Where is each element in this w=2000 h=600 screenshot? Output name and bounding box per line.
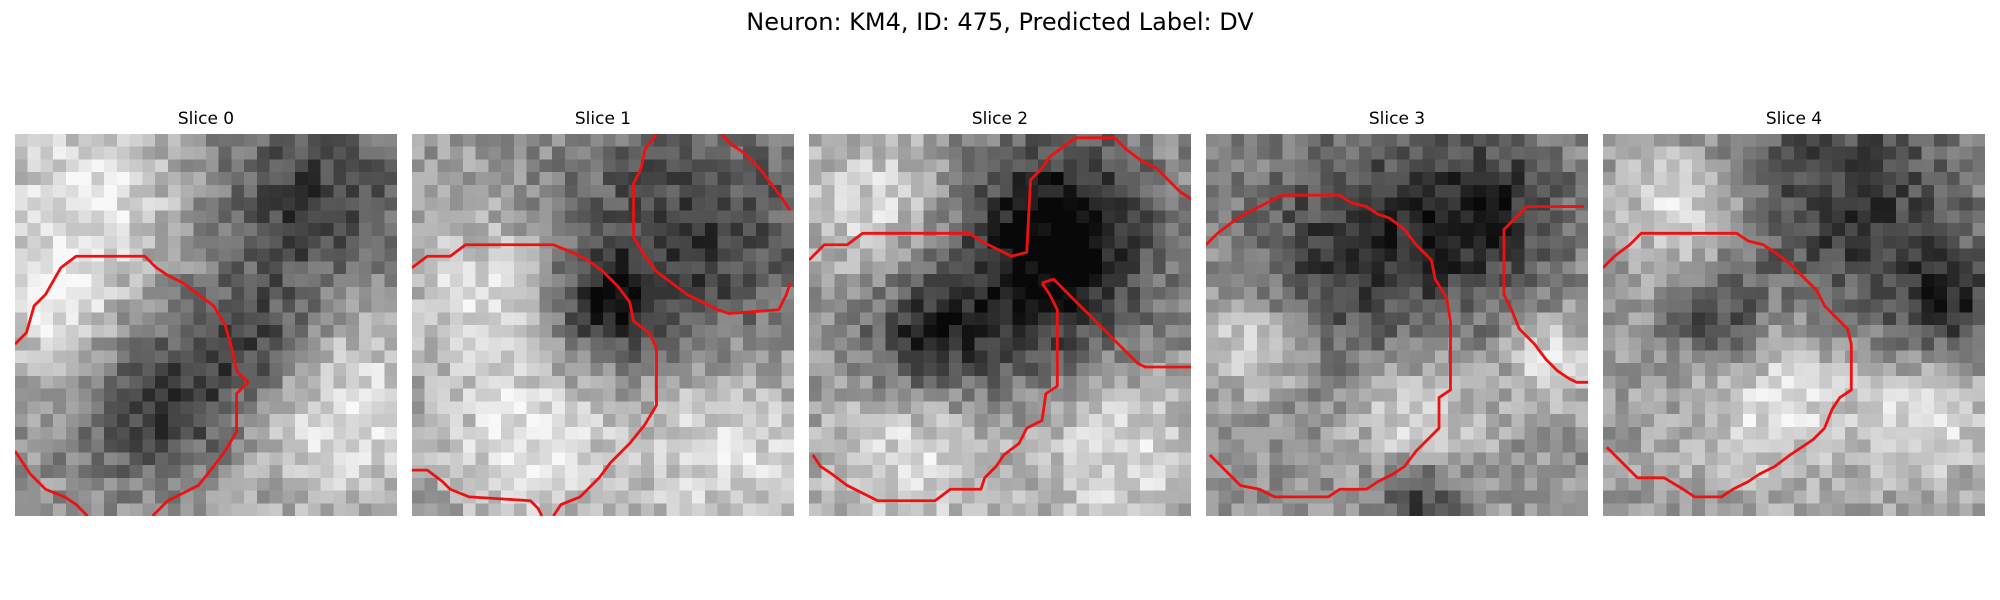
cell-contour xyxy=(811,282,1059,503)
figure-title: Neuron: KM4, ID: 475, Predicted Label: D… xyxy=(746,8,1254,36)
cell-contour xyxy=(1041,277,1191,369)
pixel-grid xyxy=(1603,134,1985,516)
pixel-grid xyxy=(412,134,794,516)
cell-contour xyxy=(632,134,792,315)
cell-contour xyxy=(1206,193,1452,499)
panel-title-slice-2: Slice 2 xyxy=(971,109,1029,129)
panel-image-slice-4 xyxy=(1603,134,1985,516)
pixel-grid xyxy=(1206,134,1588,516)
cell-contour xyxy=(412,468,544,516)
cell-contour xyxy=(1502,205,1588,384)
pixel-grid xyxy=(15,134,397,516)
cell-contour xyxy=(809,136,1191,262)
panel-image-slice-1 xyxy=(412,134,794,516)
panel-title-slice-4: Slice 4 xyxy=(1765,109,1823,129)
panel-title-slice-1: Slice 1 xyxy=(574,109,632,129)
panel-image-slice-2 xyxy=(809,134,1191,516)
cell-contour xyxy=(15,450,89,516)
cell-contour xyxy=(1603,231,1853,499)
panel-title-slice-3: Slice 3 xyxy=(1368,109,1426,129)
cell-contour xyxy=(412,243,658,516)
panel-title-slice-0: Slice 0 xyxy=(177,109,235,129)
panel-image-slice-3 xyxy=(1206,134,1588,516)
cell-contour xyxy=(720,134,792,212)
cell-contour xyxy=(15,254,250,516)
panel-image-slice-0 xyxy=(15,134,397,516)
